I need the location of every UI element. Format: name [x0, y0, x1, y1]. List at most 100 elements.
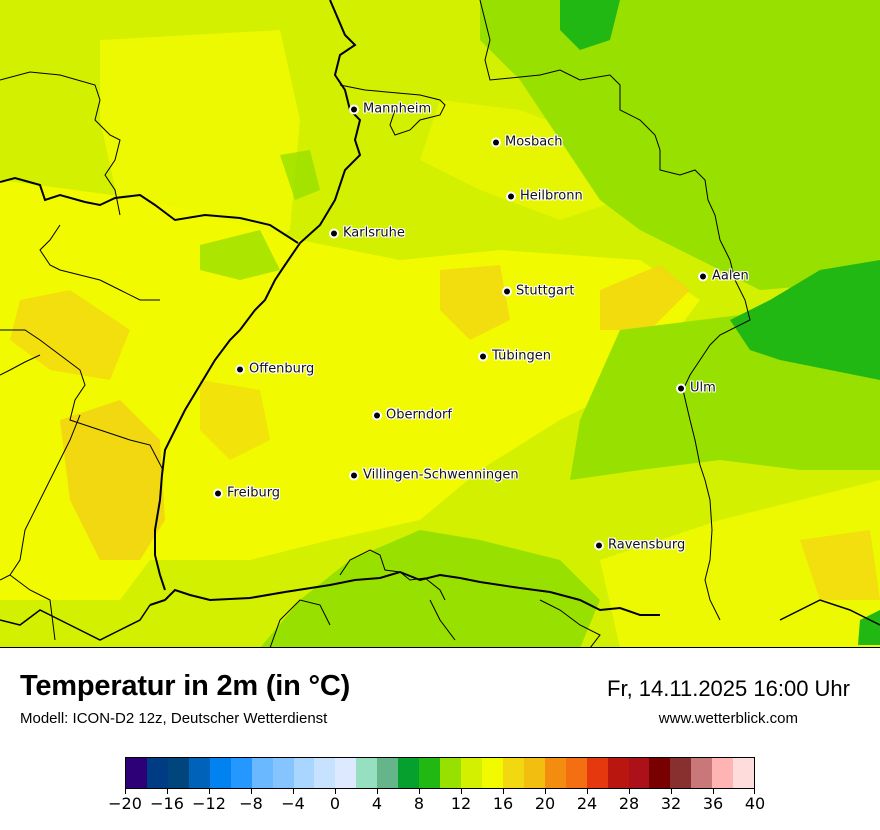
colorbar-tick-label: −4: [281, 794, 305, 813]
colorbar-bin: [649, 758, 671, 788]
colorbar-tick: [671, 789, 672, 794]
city-marker: Heilbronn: [508, 189, 583, 204]
city-label: Offenburg: [249, 361, 315, 377]
city-marker: Stuttgart: [504, 284, 574, 299]
colorbar-tick: [629, 789, 630, 794]
city-marker: Freiburg: [215, 486, 280, 501]
colorbar-bin: [293, 758, 315, 788]
city-marker: Ravensburg: [596, 538, 685, 553]
colorbar-tick: [377, 789, 378, 794]
colorbar-bin: [272, 758, 294, 788]
colorbar-tick-label: 16: [492, 794, 514, 813]
colorbar-tick: [251, 789, 252, 794]
colorbar-tick: [587, 789, 588, 794]
website-link: www.wetterblick.com: [658, 710, 798, 727]
colorbar-tick: [167, 789, 168, 794]
city-label: Freiburg: [227, 485, 281, 501]
colorbar-bin: [419, 758, 441, 788]
city-label: Mannheim: [363, 101, 432, 117]
colorbar-bin: [628, 758, 650, 788]
colorbar-bin: [377, 758, 399, 788]
city-dot-icon: [678, 385, 684, 391]
colorbar-bin: [586, 758, 608, 788]
colorbar-bin: [356, 758, 378, 788]
colorbar-tick-label: −12: [192, 794, 226, 813]
colorbar-tick-label: 20: [534, 794, 556, 813]
colorbar-bin: [523, 758, 545, 788]
colorbar-bin: [502, 758, 524, 788]
colorbar-bin: [607, 758, 629, 788]
colorbar-bin: [167, 758, 189, 788]
colorbar-bin: [126, 758, 147, 788]
colorbar-bin: [440, 758, 461, 788]
colorbar-tick: [419, 789, 420, 794]
city-dot-icon: [493, 139, 499, 145]
temperature-colorbar: [125, 757, 755, 789]
colorbar-bin: [691, 758, 713, 788]
city-marker: Mosbach: [493, 135, 563, 150]
valid-datetime: Fr, 14.11.2025 16:00 Uhr: [607, 676, 850, 701]
city-label: Tübingen: [492, 348, 551, 364]
city-dot-icon: [480, 353, 486, 359]
colorbar-bin: [251, 758, 273, 788]
colorbar-ticks: −20 −16 −12 −8 −4 0 4 8 12 16 20 24 28 32 36 40: [108, 789, 765, 819]
colorbar-tick-label: 40: [744, 794, 766, 813]
colorbar-tick-label: −8: [239, 794, 263, 813]
colorbar-bin: [146, 758, 168, 788]
city-marker: Ulm: [678, 381, 716, 396]
model-source: Modell: ICON-D2 12z, Deutscher Wetterdie…: [20, 710, 328, 727]
colorbar-tick-label: 32: [660, 794, 682, 813]
colorbar-tick-label: 12: [450, 794, 472, 813]
colorbar-bin: [670, 758, 692, 788]
colorbar-bin: [544, 758, 566, 788]
city-dot-icon: [331, 230, 337, 236]
city-dot-icon: [351, 472, 357, 478]
colorbar-bin: [398, 758, 420, 788]
city-label: Karlsruhe: [343, 225, 405, 241]
colorbar-tick-label: 28: [618, 794, 640, 813]
colorbar-tick: [209, 789, 210, 794]
city-marker: Tübingen: [480, 349, 551, 364]
colorbar-tick: [461, 789, 462, 794]
city-dot-icon: [351, 106, 357, 112]
colorbar-tick: [545, 789, 546, 794]
colorbar-tick: [754, 789, 755, 794]
colorbar-tick-label: 0: [329, 794, 341, 813]
city-label: Ulm: [690, 380, 716, 396]
colorbar-tick-label: 24: [576, 794, 598, 813]
colorbar-tick-label: 36: [702, 794, 724, 813]
city-label: Mosbach: [505, 134, 563, 150]
colorbar-bin: [188, 758, 210, 788]
colorbar-bin: [461, 758, 482, 788]
city-dot-icon: [504, 288, 510, 294]
colorbar-bin: [209, 758, 231, 788]
city-dot-icon: [700, 273, 706, 279]
city-marker: Villingen-Schwenningen: [351, 468, 519, 483]
city-label: Stuttgart: [516, 283, 575, 299]
city-marker: Aalen: [700, 269, 749, 284]
colorbar-tick: [293, 789, 294, 794]
city-dot-icon: [596, 542, 602, 548]
colorbar-bin: [712, 758, 734, 788]
colorbar-tick-label: −20: [108, 794, 142, 813]
city-dot-icon: [237, 366, 243, 372]
city-marker: Karlsruhe: [331, 226, 405, 241]
city-label: Ravensburg: [608, 537, 686, 553]
temperature-map: Mannheim Mosbach Heilbronn Karlsruhe Aalen St…: [0, 0, 880, 648]
city-marker: Offenburg: [237, 362, 314, 377]
city-label: Oberndorf: [386, 407, 452, 423]
map-title: Temperatur in 2m (in °C): [20, 670, 351, 702]
colorbar-bin: [314, 758, 336, 788]
city-dot-icon: [374, 412, 380, 418]
city-dot-icon: [508, 193, 514, 199]
city-label: Villingen-Schwenningen: [363, 467, 519, 483]
colorbar-bin: [565, 758, 587, 788]
colorbar-bin: [481, 758, 503, 788]
colorbar-tick: [503, 789, 504, 794]
colorbar-tick: [713, 789, 714, 794]
city-label: Heilbronn: [520, 188, 583, 204]
colorbar-tick-label: −16: [150, 794, 184, 813]
colorbar-bin: [733, 758, 755, 788]
city-marker: Oberndorf: [374, 408, 452, 423]
colorbar-bin: [335, 758, 357, 788]
